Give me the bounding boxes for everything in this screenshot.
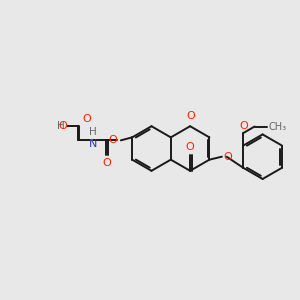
Text: CH₃: CH₃ xyxy=(268,122,286,131)
Text: O: O xyxy=(186,142,194,152)
Text: O: O xyxy=(82,114,91,124)
Text: O: O xyxy=(186,112,195,122)
Text: O: O xyxy=(102,158,111,169)
Text: O: O xyxy=(109,135,117,145)
Text: N: N xyxy=(88,139,97,149)
Text: H: H xyxy=(89,127,97,137)
Text: O: O xyxy=(223,152,232,162)
Text: O: O xyxy=(239,121,248,131)
Text: H: H xyxy=(57,121,65,131)
Text: O: O xyxy=(58,121,67,131)
